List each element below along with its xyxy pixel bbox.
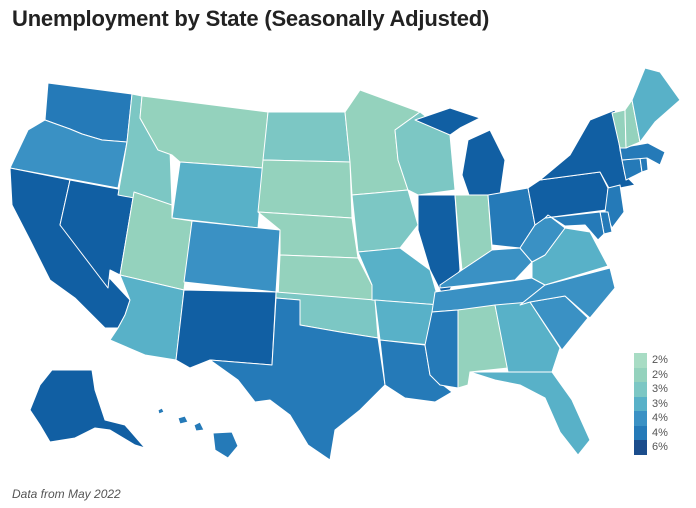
legend-swatch [634, 440, 647, 455]
legend-swatch [634, 411, 647, 426]
state-md[interactable] [544, 211, 605, 241]
map-title: Unemployment by State (Seasonally Adjust… [12, 6, 490, 31]
legend-label: 4% [652, 412, 668, 425]
state-nm[interactable] [175, 289, 277, 369]
state-wy[interactable] [171, 161, 264, 229]
state-wi[interactable] [394, 111, 456, 196]
legend-item: 4% [634, 411, 668, 426]
legend-swatch [634, 382, 647, 397]
legend-swatch [634, 353, 647, 368]
state-or[interactable] [9, 119, 128, 189]
legend-label: 3% [652, 383, 668, 396]
state-ma[interactable] [619, 142, 666, 166]
source-note: Data from May 2022 [12, 487, 121, 501]
legend-swatch [634, 425, 647, 440]
state-hi[interactable] [157, 407, 239, 459]
state-ak[interactable] [29, 369, 146, 449]
legend-swatch [634, 396, 647, 411]
legend-item: 3% [634, 382, 668, 397]
legend-label: 6% [652, 441, 668, 454]
legend-item: 6% [634, 440, 668, 455]
us-choropleth-map [0, 50, 696, 475]
state-ri[interactable] [639, 157, 649, 173]
legend-item: 4% [634, 425, 668, 440]
legend-swatch [634, 367, 647, 382]
state-co[interactable] [183, 220, 281, 293]
legend-item: 3% [634, 396, 668, 411]
state-nd[interactable] [262, 111, 351, 163]
map-svg [9, 67, 681, 461]
state-tx[interactable] [209, 297, 386, 461]
state-ia[interactable] [351, 189, 419, 253]
state-fl[interactable] [469, 371, 591, 456]
legend: 2% 2% 3% 3% 4% 4% 6% [634, 353, 668, 455]
legend-label: 4% [652, 426, 668, 439]
state-me[interactable] [631, 67, 681, 143]
legend-item: 2% [634, 353, 668, 368]
state-ct[interactable] [621, 157, 643, 181]
legend-label: 2% [652, 368, 668, 381]
state-sd[interactable] [257, 159, 353, 219]
legend-item: 2% [634, 367, 668, 382]
legend-label: 3% [652, 397, 668, 410]
state-nj[interactable] [604, 184, 625, 229]
legend-label: 2% [652, 354, 668, 367]
